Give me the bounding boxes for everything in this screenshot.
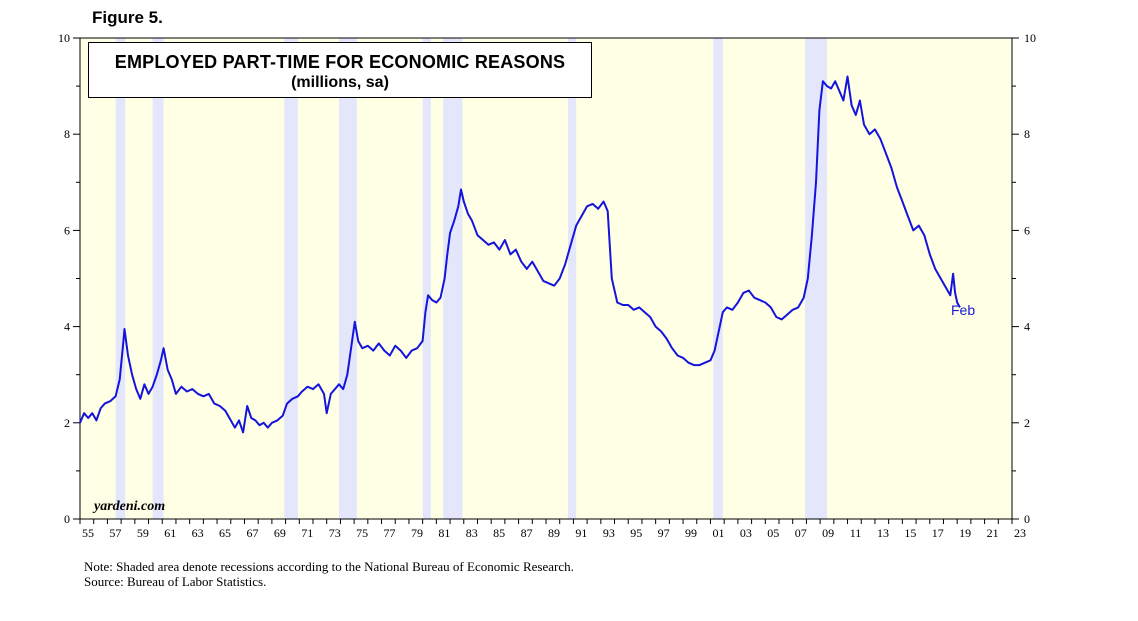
x-tick-label: 69 (274, 526, 286, 540)
note-source: Source: Bureau of Labor Statistics. (84, 574, 267, 589)
y-tick-label-left: 0 (64, 512, 70, 526)
x-tick-label: 67 (246, 526, 258, 540)
recession-band (805, 38, 827, 519)
watermark: yardeni.com (94, 499, 166, 514)
recession-band (713, 38, 723, 519)
x-tick-label: 73 (329, 526, 341, 540)
y-tick-label-right: 8 (1024, 127, 1030, 141)
x-tick-label: 63 (192, 526, 204, 540)
x-tick-label: 03 (740, 526, 752, 540)
y-tick-label-right: 0 (1024, 512, 1030, 526)
x-tick-label: 05 (767, 526, 779, 540)
chart-title-box: EMPLOYED PART-TIME FOR ECONOMIC REASONS … (88, 42, 592, 98)
x-tick-label: 93 (603, 526, 615, 540)
x-tick-label: 95 (630, 526, 642, 540)
recession-band (567, 38, 577, 519)
x-tick-label: 71 (301, 526, 313, 540)
recession-band (152, 38, 164, 519)
x-tick-label: 19 (959, 526, 971, 540)
y-tick-label-right: 2 (1024, 416, 1030, 430)
recession-band (339, 38, 357, 519)
chart-title: EMPLOYED PART-TIME FOR ECONOMIC REASONS (114, 52, 566, 72)
chart-subtitle: (millions, sa) (291, 74, 389, 91)
x-tick-label: 59 (137, 526, 149, 540)
x-tick-label: 11 (850, 526, 862, 540)
series-line (79, 75, 961, 434)
x-tick-label: 01 (712, 526, 724, 540)
x-tick-label: 83 (466, 526, 478, 540)
y-tick-label-right: 6 (1024, 223, 1030, 237)
x-tick-label: 23 (1014, 526, 1026, 540)
figure-label: Figure 5. (92, 8, 163, 27)
x-tick-label: 09 (822, 526, 834, 540)
x-tick-label: 87 (521, 526, 533, 540)
note-recessions: Note: Shaded area denote recessions acco… (84, 559, 574, 574)
x-tick-label: 97 (658, 526, 670, 540)
x-tick-label: 13 (877, 526, 889, 540)
x-tick-label: 91 (575, 526, 587, 540)
y-tick-label-left: 6 (64, 223, 70, 237)
x-tick-label: 61 (164, 526, 176, 540)
x-tick-label: 85 (493, 526, 505, 540)
x-tick-label: 07 (795, 526, 807, 540)
x-tick-label: 81 (438, 526, 450, 540)
y-tick-label-left: 4 (64, 320, 70, 334)
y-tick-label-left: 8 (64, 127, 70, 141)
series-end-label: Feb (951, 302, 976, 318)
chart-notes: Note: Shaded area denote recessions acco… (84, 559, 574, 589)
recession-band (443, 38, 463, 519)
y-tick-label-left: 2 (64, 416, 70, 430)
x-tick-label: 89 (548, 526, 560, 540)
recession-band (422, 38, 431, 519)
x-tick-label: 15 (904, 526, 916, 540)
x-tick-label: 77 (384, 526, 396, 540)
x-tick-label: 17 (932, 526, 944, 540)
y-tick-label-left: 10 (58, 31, 70, 45)
x-tick-label: 21 (987, 526, 999, 540)
x-tick-label: 55 (82, 526, 94, 540)
y-tick-label-right: 4 (1024, 320, 1030, 334)
recession-band (284, 38, 298, 519)
x-tick-label: 99 (685, 526, 697, 540)
x-tick-label: 79 (411, 526, 423, 540)
plot-background (80, 38, 1012, 519)
x-tick-label: 65 (219, 526, 231, 540)
recession-band (115, 38, 126, 519)
x-tick-label: 57 (109, 526, 121, 540)
x-tick-label: 75 (356, 526, 368, 540)
y-tick-label-right: 10 (1024, 31, 1036, 45)
